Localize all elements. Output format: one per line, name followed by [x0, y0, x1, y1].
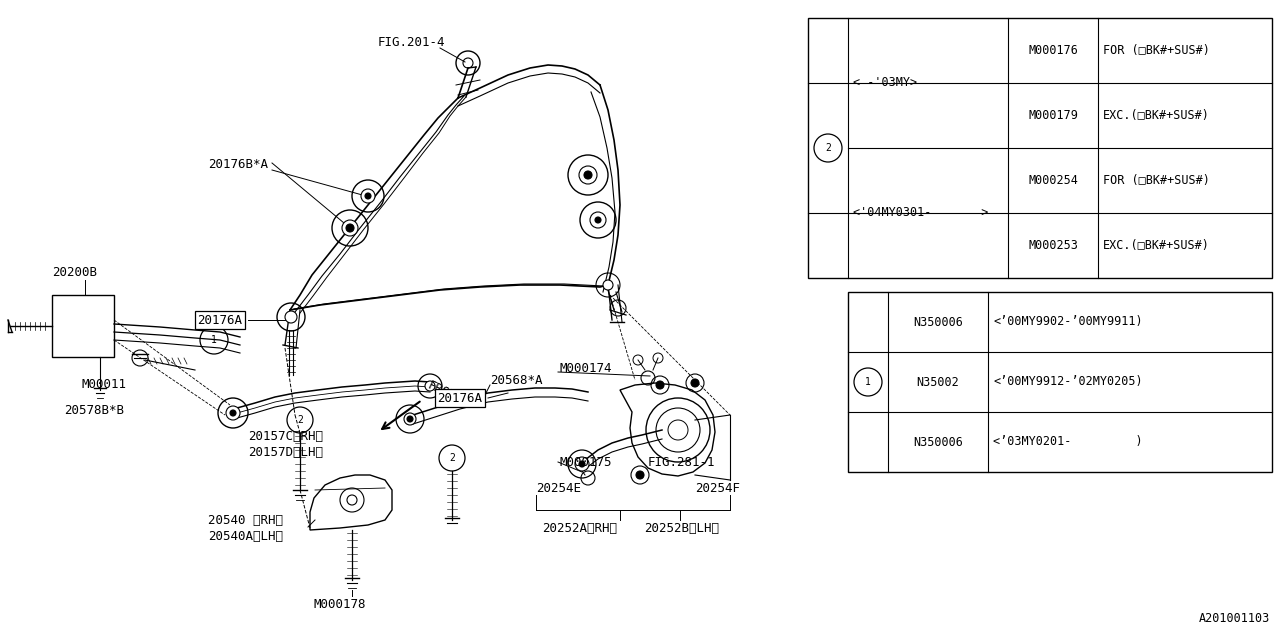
Text: EXC.(□BK#+SUS#): EXC.(□BK#+SUS#)	[1103, 109, 1210, 122]
Text: M000254: M000254	[1028, 174, 1078, 187]
Text: M00011: M00011	[82, 378, 127, 392]
Circle shape	[584, 171, 591, 179]
Circle shape	[657, 381, 664, 389]
Text: M000178: M000178	[314, 598, 366, 611]
Text: 20200B: 20200B	[52, 266, 97, 278]
Text: 20157C〈RH〉: 20157C〈RH〉	[248, 431, 323, 444]
Text: M000175: M000175	[561, 456, 613, 468]
Text: 2: 2	[297, 415, 303, 425]
Circle shape	[346, 224, 355, 232]
Text: FRONT: FRONT	[425, 379, 465, 407]
Text: M000253: M000253	[1028, 239, 1078, 252]
Text: FOR (□BK#+SUS#): FOR (□BK#+SUS#)	[1103, 174, 1210, 187]
Circle shape	[691, 379, 699, 387]
Text: 20540A〈LH〉: 20540A〈LH〉	[207, 529, 283, 543]
Text: < -'03MY>: < -'03MY>	[852, 77, 918, 90]
Circle shape	[230, 410, 236, 416]
Circle shape	[579, 461, 585, 467]
Text: 20540 〈RH〉: 20540 〈RH〉	[207, 513, 283, 527]
Text: <’00MY9912-’02MY0205): <’00MY9912-’02MY0205)	[993, 376, 1143, 388]
Text: 20568*A: 20568*A	[490, 374, 543, 387]
Text: FOR (□BK#+SUS#): FOR (□BK#+SUS#)	[1103, 44, 1210, 57]
Text: <'04MY0301-       >: <'04MY0301- >	[852, 207, 988, 220]
Text: FIG.201-4: FIG.201-4	[378, 35, 445, 49]
Text: 20252B〈LH〉: 20252B〈LH〉	[644, 522, 719, 534]
Text: A201001103: A201001103	[1199, 612, 1270, 625]
Text: 20176A: 20176A	[197, 314, 242, 326]
Text: 1: 1	[211, 335, 216, 345]
Bar	[849, 292, 1272, 472]
Text: 20252A〈RH〉: 20252A〈RH〉	[541, 522, 617, 534]
Text: 20176A: 20176A	[438, 392, 483, 404]
Text: 1: 1	[865, 377, 870, 387]
Text: N350006: N350006	[913, 435, 963, 449]
Text: M000174: M000174	[561, 362, 613, 374]
Text: <’00MY9902-’00MY9911): <’00MY9902-’00MY9911)	[993, 316, 1143, 328]
Text: 20254F: 20254F	[695, 481, 740, 495]
Text: 20157D〈LH〉: 20157D〈LH〉	[248, 447, 323, 460]
Circle shape	[404, 413, 416, 425]
Text: 2: 2	[826, 143, 831, 153]
Circle shape	[603, 280, 613, 290]
Text: <’03MY0201-         ): <’03MY0201- )	[993, 435, 1143, 449]
Text: N350006: N350006	[913, 316, 963, 328]
Circle shape	[347, 495, 357, 505]
Circle shape	[575, 457, 589, 471]
Text: M000176: M000176	[1028, 44, 1078, 57]
Circle shape	[590, 212, 605, 228]
Circle shape	[342, 220, 358, 236]
Text: 2: 2	[449, 453, 454, 463]
Text: 20578B*B: 20578B*B	[64, 403, 124, 417]
Circle shape	[285, 311, 297, 323]
Text: 20176B*A: 20176B*A	[207, 159, 268, 172]
Circle shape	[425, 381, 435, 391]
Circle shape	[227, 406, 241, 420]
Bar	[808, 18, 1272, 278]
Text: N35002: N35002	[916, 376, 960, 388]
Text: EXC.(□BK#+SUS#): EXC.(□BK#+SUS#)	[1103, 239, 1210, 252]
Circle shape	[579, 166, 596, 184]
Bar	[52, 295, 114, 357]
Circle shape	[361, 189, 375, 203]
Circle shape	[636, 471, 644, 479]
Text: M000179: M000179	[1028, 109, 1078, 122]
Circle shape	[365, 193, 371, 199]
Text: 20254E: 20254E	[536, 481, 581, 495]
Circle shape	[595, 217, 602, 223]
Circle shape	[407, 416, 413, 422]
Text: FIG.281-1: FIG.281-1	[648, 456, 716, 468]
